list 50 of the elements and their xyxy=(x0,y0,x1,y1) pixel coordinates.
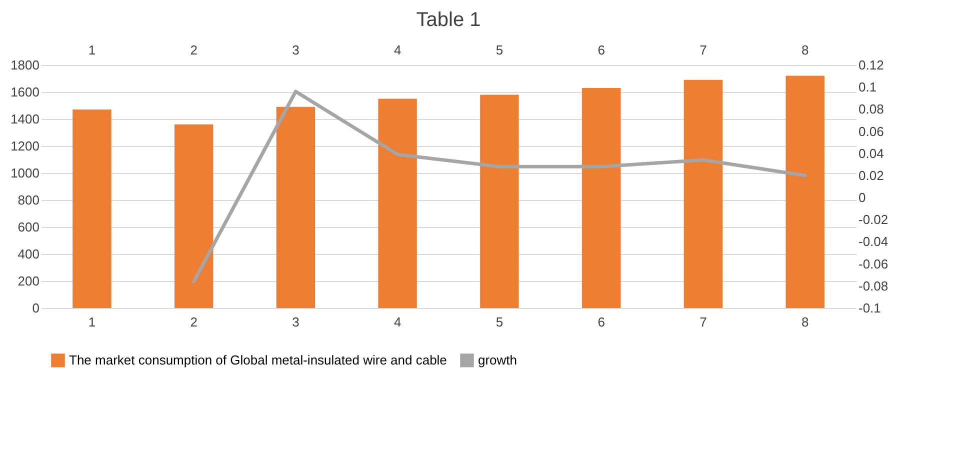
y2-tick-label: 0.1 xyxy=(858,80,877,95)
y2-tick-label: -0.08 xyxy=(858,278,888,294)
y2-tick-label: -0.06 xyxy=(858,256,888,272)
category-label: 5 xyxy=(496,42,504,58)
y-tick-label: 1600 xyxy=(10,84,40,100)
x-tick-label: 7 xyxy=(700,314,707,330)
legend-label: growth xyxy=(478,352,518,368)
bar xyxy=(582,88,621,308)
bar xyxy=(684,80,723,308)
y2-tick-label: 0.04 xyxy=(858,146,884,161)
y-tick-label: 800 xyxy=(18,192,40,208)
category-label: 7 xyxy=(700,42,707,58)
y-tick-label: 1800 xyxy=(10,58,40,72)
y2-tick-label: 0.06 xyxy=(858,124,884,139)
bar xyxy=(174,124,214,308)
y2-tick-label: 0.02 xyxy=(858,168,884,183)
bar xyxy=(72,110,112,308)
bar xyxy=(786,76,824,308)
y-tick-label: 1400 xyxy=(10,112,40,126)
line-series xyxy=(192,90,807,284)
x-tick-label: 6 xyxy=(598,314,605,330)
y2-tick-label: 0.12 xyxy=(858,58,884,72)
x-tick-label: 2 xyxy=(190,314,198,330)
category-label: 1 xyxy=(88,42,96,58)
y2-tick-label: -0.1 xyxy=(858,300,881,316)
bar xyxy=(480,94,519,308)
y-tick-label: 200 xyxy=(18,274,40,288)
category-label: 2 xyxy=(190,42,198,58)
y2-tick-label: 0.08 xyxy=(858,102,884,117)
x-tick-label: 5 xyxy=(496,314,504,330)
category-label: 3 xyxy=(292,42,300,58)
x-tick-label: 8 xyxy=(801,314,809,330)
bar xyxy=(378,98,417,308)
x-tick-label: 3 xyxy=(292,314,300,330)
category-label: 6 xyxy=(598,42,605,58)
y-tick-label: 400 xyxy=(18,246,40,262)
x-tick-label: 4 xyxy=(394,314,402,330)
y-tick-label: 1000 xyxy=(10,166,40,180)
y2-tick-label: 0 xyxy=(858,190,866,206)
x-tick-label: 1 xyxy=(88,314,96,330)
chart-title: Table 1 xyxy=(416,9,481,31)
bar xyxy=(276,106,316,308)
category-label: 4 xyxy=(394,42,402,58)
y2-tick-label: -0.02 xyxy=(858,212,888,228)
y-tick-label: 0 xyxy=(32,300,40,316)
y-tick-label: 1200 xyxy=(10,138,40,154)
y2-tick-label: -0.04 xyxy=(858,234,888,250)
category-label: 8 xyxy=(801,42,809,58)
y-tick-label: 600 xyxy=(18,220,40,234)
legend-label: The market consumption of Global metal-insulated wire and cable xyxy=(69,352,447,368)
